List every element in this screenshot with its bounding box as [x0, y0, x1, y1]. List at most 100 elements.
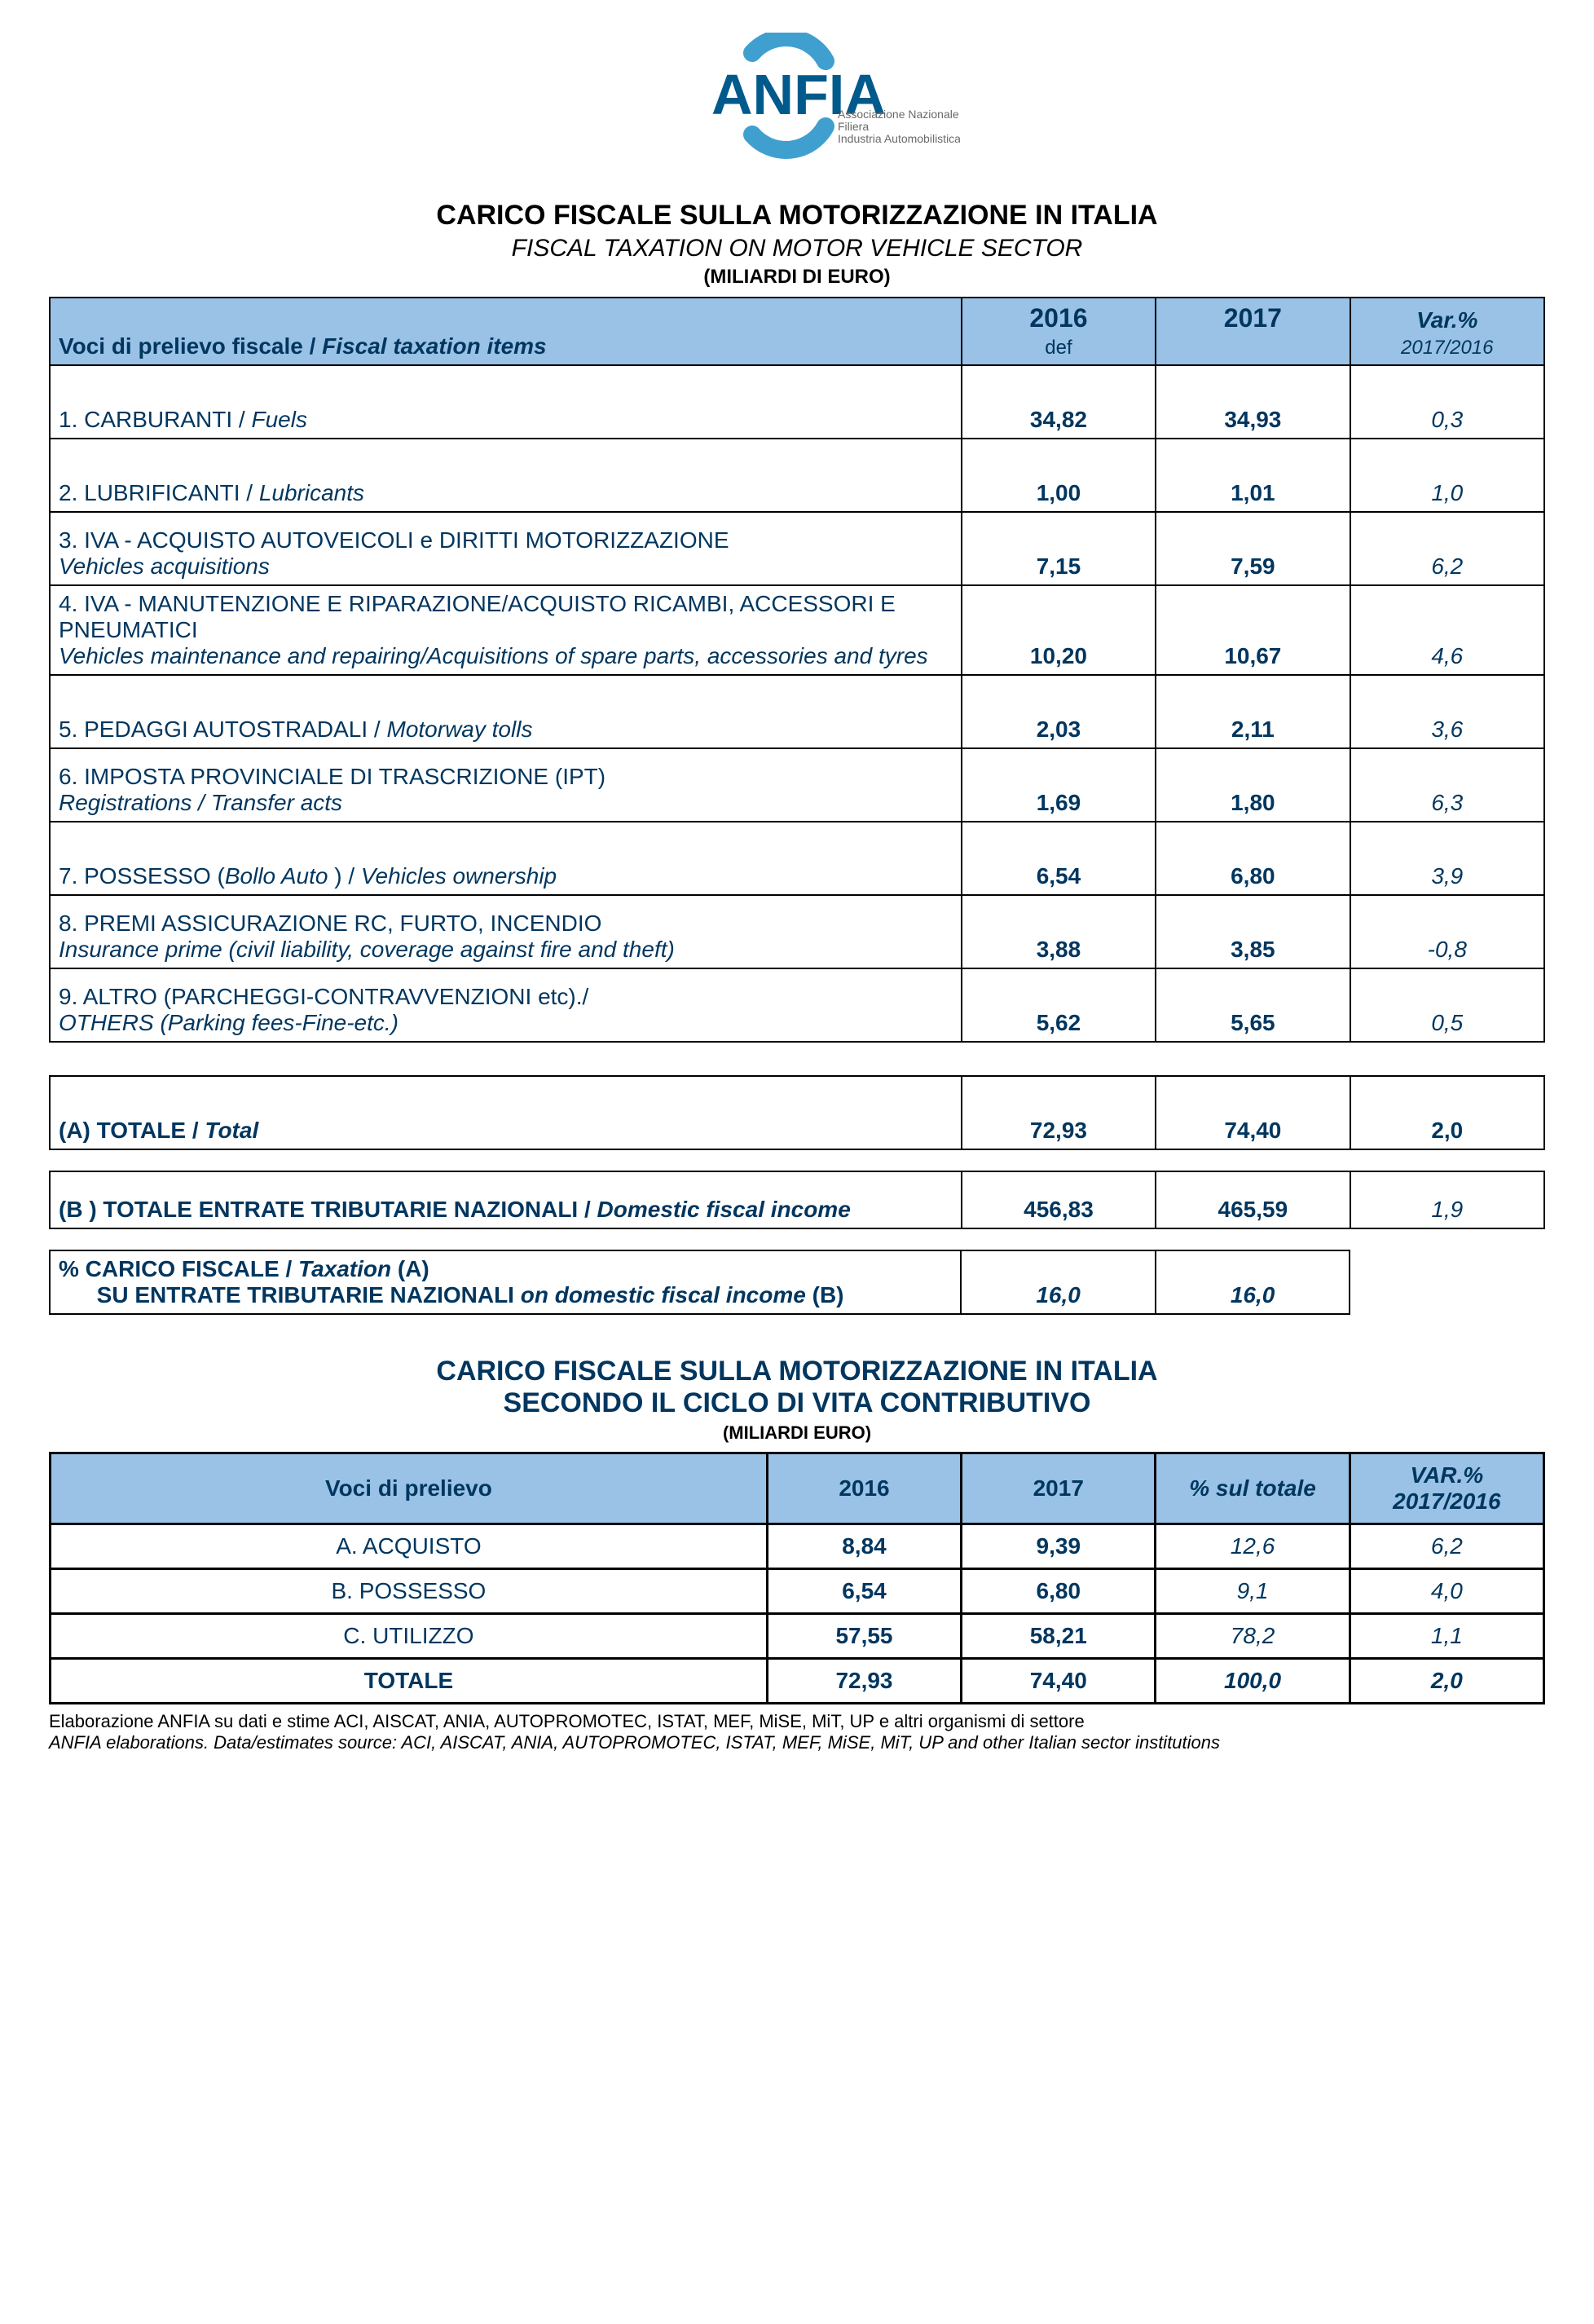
row-label: 6. IMPOSTA PROVINCIALE DI TRASCRIZIONE (…: [50, 748, 962, 822]
table-row: 4. IVA - MANUTENZIONE E RIPARAZIONE/ACQU…: [50, 585, 1544, 675]
row-v2: 6,80: [1156, 822, 1350, 895]
footnote-line2: ANFIA elaborations. Data/estimates sourc…: [49, 1732, 1545, 1753]
row-v2: 5,65: [1156, 968, 1350, 1042]
logo-container: ANFIA Associazione Nazionale Filiera Ind…: [49, 33, 1545, 175]
row-label: 7. POSSESSO (Bollo Auto ) / Vehicles own…: [50, 822, 962, 895]
t2-total-v1: 72,93: [767, 1659, 961, 1704]
row-v2: 3,85: [1156, 895, 1350, 968]
total-b-label-main: (B ) TOTALE ENTRATE TRIBUTARIE NAZIONALI…: [59, 1197, 597, 1222]
hdr-2016: 2016 def: [962, 298, 1156, 365]
t2-row-var: 1,1: [1350, 1614, 1543, 1659]
t2-total-row: TOTALE 72,93 74,40 100,0 2,0: [51, 1659, 1544, 1704]
total-b-table: (B ) TOTALE ENTRATE TRIBUTARIE NAZIONALI…: [49, 1171, 1545, 1229]
row-label: 5. PEDAGGI AUTOSTRADALI / Motorway tolls: [50, 675, 962, 748]
t2-row-var: 6,2: [1350, 1524, 1543, 1569]
pct-label: % CARICO FISCALE / Taxation (A) SU ENTRA…: [50, 1250, 961, 1314]
t2-row-p: 78,2: [1156, 1614, 1350, 1659]
total-b-v1: 456,83: [962, 1171, 1156, 1228]
t2-row-v1: 8,84: [767, 1524, 961, 1569]
row-v1: 1,00: [962, 439, 1156, 512]
pct-v1: 16,0: [961, 1250, 1155, 1314]
t2-total-v2: 74,40: [962, 1659, 1156, 1704]
section1-unit: (MILIARDI DI EURO): [49, 266, 1545, 289]
t2-h1: Voci di prelievo: [51, 1453, 768, 1524]
fiscal-table: Voci di prelievo fiscale / Fiscal taxati…: [49, 297, 1545, 1043]
pct-l1b: Taxation: [298, 1256, 391, 1281]
hdr-var-sub: 2017/2016: [1401, 337, 1493, 359]
hdr-label-it: Fiscal taxation items: [322, 333, 546, 359]
t2-total-l: TOTALE: [51, 1659, 768, 1704]
table-row: 6. IMPOSTA PROVINCIALE DI TRASCRIZIONE (…: [50, 748, 1544, 822]
row-v1: 5,62: [962, 968, 1156, 1042]
t2-h2: 2016: [767, 1453, 961, 1524]
lifecycle-table: Voci di prelievo 2016 2017 % sul totale …: [49, 1452, 1545, 1704]
row-v1: 10,20: [962, 585, 1156, 675]
pct-table: % CARICO FISCALE / Taxation (A) SU ENTRA…: [49, 1250, 1350, 1315]
hdr-2017: 2017: [1156, 298, 1350, 365]
row-v2: 1,01: [1156, 439, 1350, 512]
row-v1: 1,69: [962, 748, 1156, 822]
row-label: 4. IVA - MANUTENZIONE E RIPARAZIONE/ACQU…: [50, 585, 962, 675]
row-var: 4,6: [1350, 585, 1544, 675]
t2-row-p: 12,6: [1156, 1524, 1350, 1569]
row-label: 1. CARBURANTI / Fuels: [50, 365, 962, 439]
row-var: 3,9: [1350, 822, 1544, 895]
row-var: -0,8: [1350, 895, 1544, 968]
table-row: 5. PEDAGGI AUTOSTRADALI / Motorway tolls…: [50, 675, 1544, 748]
row-v2: 34,93: [1156, 365, 1350, 439]
t2-row-label: C. UTILIZZO: [51, 1614, 768, 1659]
pct-l1a: % CARICO FISCALE /: [59, 1256, 298, 1281]
t2-row-v1: 57,55: [767, 1614, 961, 1659]
hdr-y1-sub: def: [1045, 337, 1072, 359]
section1-subtitle: FISCAL TAXATION ON MOTOR VEHICLE SECTOR: [49, 235, 1545, 262]
svg-text:Associazione Nazionale: Associazione Nazionale: [838, 108, 959, 121]
row-v2: 7,59: [1156, 512, 1350, 585]
pct-v2: 16,0: [1156, 1250, 1350, 1314]
row-v2: 2,11: [1156, 675, 1350, 748]
row-v1: 2,03: [962, 675, 1156, 748]
hdr-label: Voci di prelievo fiscale / Fiscal taxati…: [50, 298, 962, 365]
total-a-v2: 74,40: [1156, 1076, 1350, 1149]
total-a-table: (A) TOTALE / Total 72,93 74,40 2,0: [49, 1075, 1545, 1150]
table-row: 9. ALTRO (PARCHEGGI-CONTRAVVENZIONI etc)…: [50, 968, 1544, 1042]
section1-title: CARICO FISCALE SULLA MOTORIZZAZIONE IN I…: [49, 200, 1545, 232]
table-row: 2. LUBRIFICANTI / Lubricants1,001,011,0: [50, 439, 1544, 512]
t2-row-var: 4,0: [1350, 1569, 1543, 1614]
total-b-var: 1,9: [1350, 1171, 1544, 1228]
row-var: 6,3: [1350, 748, 1544, 822]
hdr-var-main: Var.%: [1416, 307, 1477, 333]
t2-row-p: 9,1: [1156, 1569, 1350, 1614]
row-label: 2. LUBRIFICANTI / Lubricants: [50, 439, 962, 512]
t2-row-label: B. POSSESSO: [51, 1569, 768, 1614]
row-v1: 7,15: [962, 512, 1156, 585]
t2-h5: VAR.% 2017/2016: [1350, 1453, 1543, 1524]
section2-unit: (MILIARDI EURO): [49, 1422, 1545, 1444]
t2-row-v2: 6,80: [962, 1569, 1156, 1614]
table-row: B. POSSESSO6,546,809,14,0: [51, 1569, 1544, 1614]
row-var: 6,2: [1350, 512, 1544, 585]
t2-row-v2: 9,39: [962, 1524, 1156, 1569]
row-var: 0,3: [1350, 365, 1544, 439]
t2-total-var: 2,0: [1350, 1659, 1543, 1704]
svg-text:Industria Automobilistica: Industria Automobilistica: [838, 132, 960, 145]
hdr-y1: 2016: [1029, 303, 1087, 333]
t2-total-p: 100,0: [1156, 1659, 1350, 1704]
row-var: 3,6: [1350, 675, 1544, 748]
row-v2: 1,80: [1156, 748, 1350, 822]
table-row: 8. PREMI ASSICURAZIONE RC, FURTO, INCEND…: [50, 895, 1544, 968]
table-row: C. UTILIZZO57,5558,2178,21,1: [51, 1614, 1544, 1659]
total-a-row: (A) TOTALE / Total 72,93 74,40 2,0: [50, 1076, 1544, 1149]
pct-l1c: (A): [391, 1256, 429, 1281]
total-b-label: (B ) TOTALE ENTRATE TRIBUTARIE NAZIONALI…: [50, 1171, 962, 1228]
hdr-label-main: Voci di prelievo fiscale /: [59, 333, 322, 359]
row-var: 0,5: [1350, 968, 1544, 1042]
pct-l2b: on domestic fiscal income: [521, 1282, 806, 1308]
pct-l2c: (B): [806, 1282, 844, 1308]
footnote: Elaborazione ANFIA su dati e stime ACI, …: [49, 1711, 1545, 1753]
row-var: 1,0: [1350, 439, 1544, 512]
table-row: 7. POSSESSO (Bollo Auto ) / Vehicles own…: [50, 822, 1544, 895]
row-v1: 34,82: [962, 365, 1156, 439]
row-label: 3. IVA - ACQUISTO AUTOVEICOLI e DIRITTI …: [50, 512, 962, 585]
pct-l2a: SU ENTRATE TRIBUTARIE NAZIONALI: [59, 1282, 521, 1308]
table-header-row: Voci di prelievo fiscale / Fiscal taxati…: [50, 298, 1544, 365]
